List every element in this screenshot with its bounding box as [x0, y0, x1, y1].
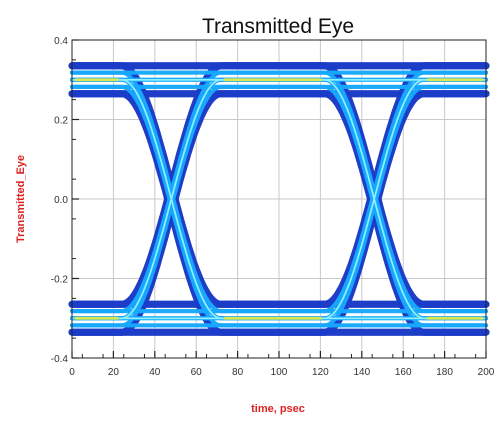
x-tick-label: 140 [353, 367, 370, 378]
eye-traces [68, 62, 490, 336]
x-tick-label: 100 [271, 367, 288, 378]
x-tick-label: 120 [312, 367, 329, 378]
x-tick-label: 20 [108, 367, 120, 378]
y-tick-label: -0.2 [51, 275, 69, 286]
x-tick-label: 60 [191, 367, 203, 378]
y-tick-labels: -0.4 -0.2 0.0 0.2 0.4 [51, 36, 69, 365]
x-tick-labels: 0 20 40 60 80 100 120 140 160 180 200 [69, 367, 495, 378]
x-tick-label: 200 [478, 367, 495, 378]
x-tick-label: 0 [69, 367, 75, 378]
x-tick-label: 160 [395, 367, 412, 378]
y-tick-label: 0.4 [54, 36, 68, 47]
y-axis-label: Transmitted_Eye [15, 155, 27, 243]
chart-title: Transmitted Eye [202, 15, 354, 38]
x-tick-label: 180 [436, 367, 453, 378]
x-axis-label: time, psec [251, 403, 305, 415]
x-tick-label: 40 [149, 367, 161, 378]
eye-trace [70, 84, 488, 328]
y-tick-label: 0.2 [54, 116, 68, 127]
y-tick-label: 0.0 [54, 195, 68, 206]
eye-trace [70, 70, 488, 314]
axis-ticks [71, 39, 487, 359]
x-tick-label: 80 [232, 367, 244, 378]
y-tick-label: -0.4 [51, 354, 69, 365]
